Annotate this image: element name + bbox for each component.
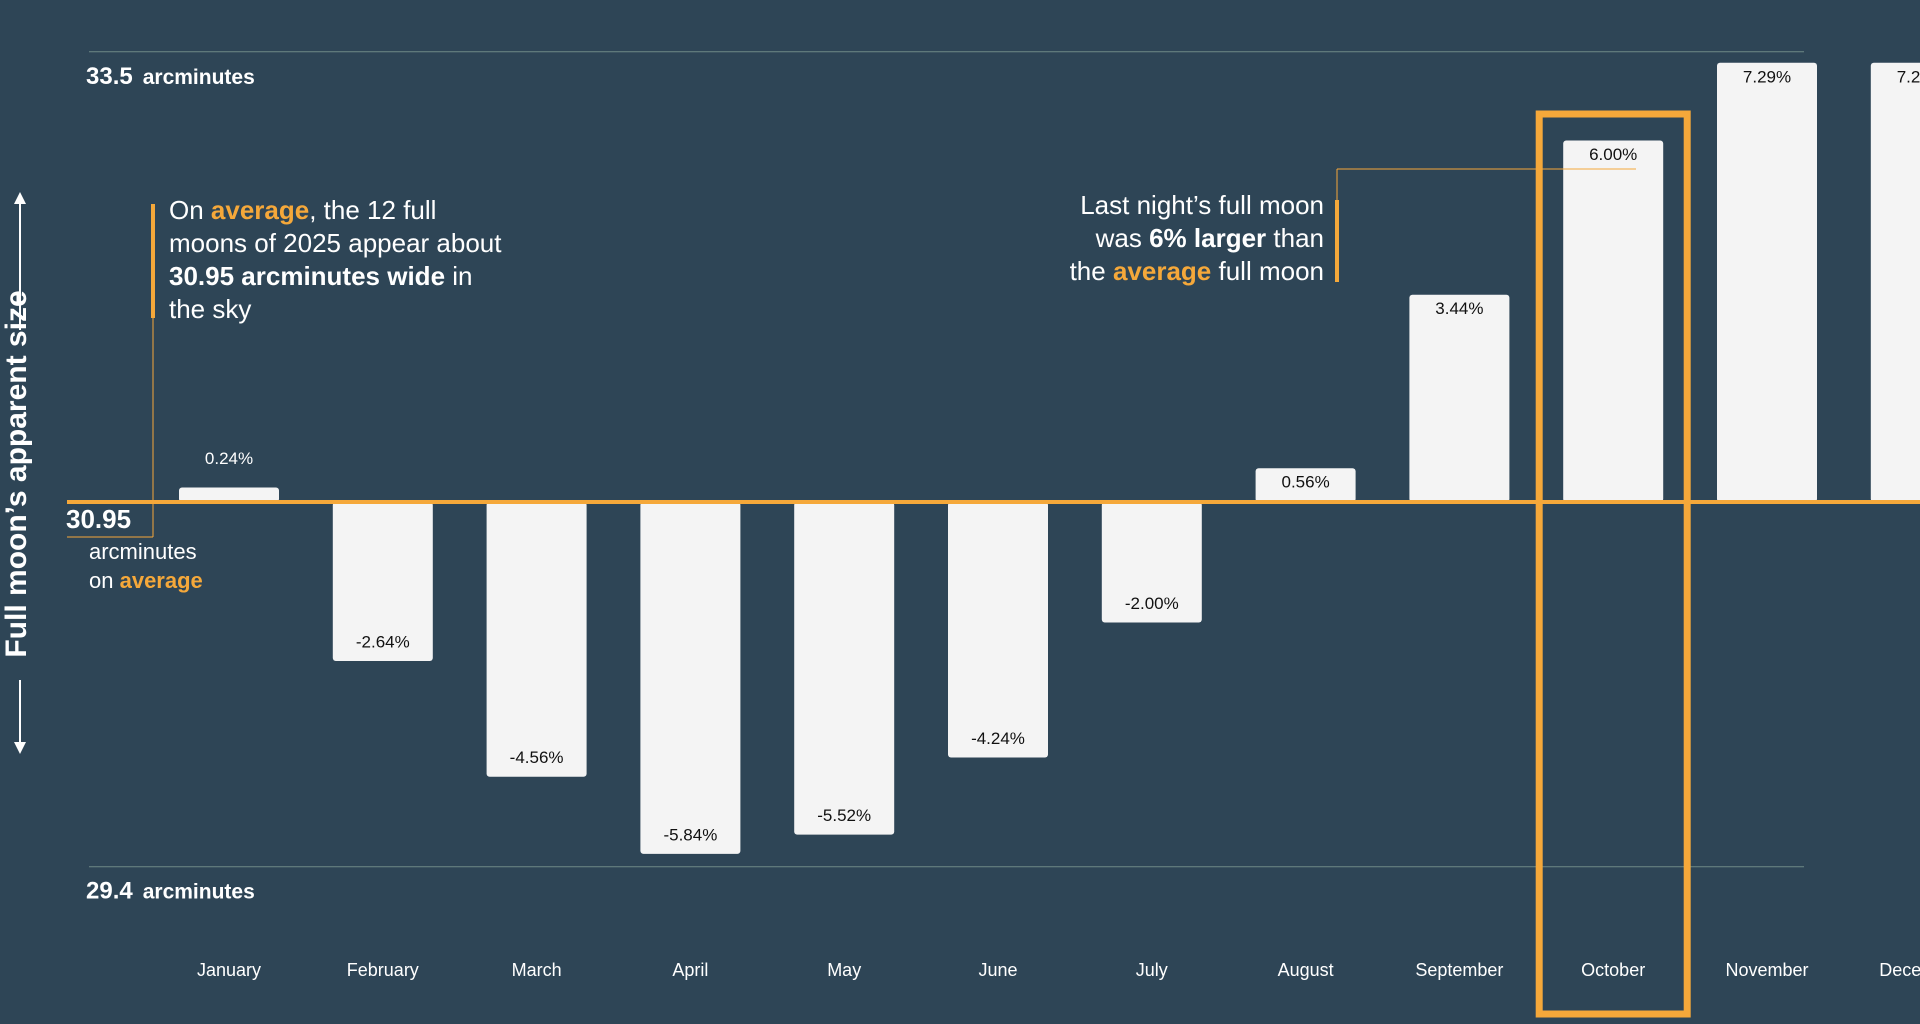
annotation-line: was 6% larger than — [1095, 223, 1324, 253]
annotation-segment: 30.95 arcminutes — [169, 261, 380, 291]
annotation-segment: the sky — [169, 294, 251, 324]
bar — [1563, 140, 1664, 502]
value-label: 6.00% — [1589, 145, 1637, 164]
value-label: 0.56% — [1281, 473, 1329, 492]
value-label: 3.44% — [1435, 299, 1483, 318]
x-tick-label: December — [1879, 960, 1920, 980]
x-tick-label: July — [1136, 960, 1168, 980]
value-label: -2.00% — [1125, 594, 1179, 613]
annotation-segment: 6% larger — [1149, 223, 1266, 253]
annotation-segment: was — [1095, 223, 1149, 253]
bar — [1255, 468, 1356, 502]
x-tick-label: June — [978, 960, 1017, 980]
annotation-segment: On — [169, 195, 211, 225]
y-axis-title: Full moon’s apparent size — [0, 290, 33, 657]
y2-tick-label: 29.4 arcminutes — [86, 878, 255, 905]
annotation-segment: average — [211, 195, 309, 225]
x-tick-label: September — [1415, 960, 1503, 980]
bar — [948, 502, 1048, 758]
annotation-segment: wide — [380, 261, 445, 291]
value-label: 7.29% — [1743, 67, 1791, 86]
annotation-segment: Last night’s full moon — [1080, 190, 1324, 220]
x-tick-label: March — [512, 960, 562, 980]
value-label: -2.64% — [356, 633, 410, 652]
annotation-segment: on — [89, 568, 120, 593]
annotation-segment: average — [120, 568, 203, 593]
bar — [1870, 62, 1920, 502]
annotation-segment: , the 12 full — [309, 195, 436, 225]
tick-value: 33.5 — [86, 63, 133, 90]
tick-value: 29.4 — [86, 878, 133, 905]
value-label: 0.24% — [205, 449, 253, 468]
annotation-line: arcminutes — [89, 539, 197, 564]
x-tick-label: August — [1278, 960, 1334, 980]
highlight-box — [1535, 110, 1691, 1018]
x-tick-label: November — [1725, 960, 1808, 980]
annotation-segment: the — [1070, 256, 1113, 286]
value-label: -4.24% — [971, 729, 1025, 748]
y2-tick-label: 33.5 arcminutes — [86, 63, 255, 90]
value-label: -5.84% — [663, 825, 717, 844]
bar — [179, 487, 279, 502]
annotation-line: the average full moon — [1070, 256, 1324, 286]
annotation-segment: full moon — [1211, 256, 1324, 286]
annotation-line: Last night’s full moon — [1080, 190, 1324, 220]
annotation-segment: average — [1113, 256, 1211, 286]
tick-unit: arcminutes — [143, 880, 255, 903]
value-label: 7.29% — [1897, 67, 1920, 86]
annotation-line: 30.95 arcminutes wide in — [169, 261, 473, 291]
bar — [486, 502, 587, 777]
annotation-line: on average — [89, 568, 203, 593]
bar — [1409, 294, 1510, 502]
average-value: 30.95 — [66, 504, 131, 534]
bar — [332, 502, 433, 662]
annotation-line: the sky — [169, 294, 251, 324]
bar — [1101, 502, 1202, 623]
annotation-segment: moons of 2025 appear about — [169, 228, 502, 258]
x-tick-label: February — [347, 960, 419, 980]
bar — [640, 502, 741, 854]
value-label: -4.56% — [510, 748, 564, 767]
bar — [1717, 62, 1817, 503]
annotation-segment: than — [1266, 223, 1324, 253]
annotation-line: moons of 2025 appear about — [169, 228, 502, 258]
x-tick-label: April — [672, 960, 708, 980]
x-tick-label: May — [827, 960, 861, 980]
annotation-segment: in — [445, 261, 472, 291]
annotation-segment: arcminutes — [89, 539, 197, 564]
x-tick-label: January — [197, 960, 261, 980]
bar — [794, 502, 895, 835]
x-tick-label: October — [1581, 960, 1645, 980]
annotation-line: On average, the 12 full — [169, 195, 436, 225]
tick-unit: arcminutes — [143, 65, 255, 88]
value-label: -5.52% — [817, 806, 871, 825]
